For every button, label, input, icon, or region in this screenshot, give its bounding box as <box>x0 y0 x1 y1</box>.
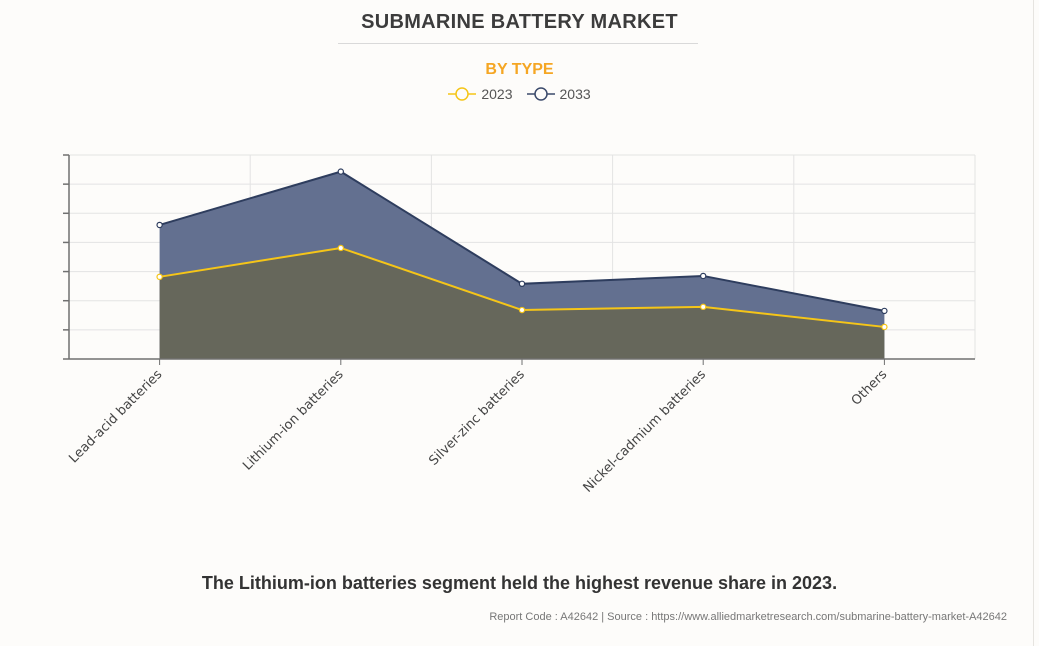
title-divider <box>338 43 698 44</box>
x-tick-label: Lithium-ion batteries <box>240 367 347 474</box>
legend-marker-2023-icon <box>448 87 477 101</box>
x-tick-label: Silver-zinc batteries <box>426 367 528 469</box>
legend-marker-2033-icon <box>526 87 555 101</box>
point-2023 <box>518 306 526 314</box>
point-2023 <box>881 323 888 331</box>
area-2023 <box>159 247 885 359</box>
point-2033 <box>337 168 344 175</box>
x-tick-label: Others <box>849 367 891 409</box>
area-chart: Lead-acid batteries Lithium-ion batteries… <box>63 154 976 496</box>
point-2033 <box>881 307 888 315</box>
legend-label-2023: 2023 <box>481 86 513 102</box>
legend-label-2033: 2033 <box>559 86 591 102</box>
chart-caption: The Lithium-ion batteries segment held t… <box>201 573 838 593</box>
legend-item-2033[interactable]: 2033 <box>526 86 591 102</box>
point-2033 <box>700 272 707 280</box>
legend: 2023 2033 <box>0 86 1039 102</box>
point-2033 <box>518 280 526 288</box>
x-tick-label: Nickel-cadmium batteries <box>581 367 710 496</box>
chart-subtitle: BY TYPE <box>485 61 554 78</box>
legend-item-2023[interactable]: 2023 <box>448 86 513 102</box>
point-2023 <box>700 303 707 311</box>
x-tick-label: Lead-acid batteries <box>66 367 165 466</box>
chart-title: SUBMARINE BATTERY MARKET <box>361 11 678 33</box>
point-2023 <box>337 244 344 252</box>
point-2033 <box>156 221 163 229</box>
source-note: Report Code : A42642 | Source : https://… <box>489 611 1007 623</box>
point-2023 <box>156 273 163 281</box>
